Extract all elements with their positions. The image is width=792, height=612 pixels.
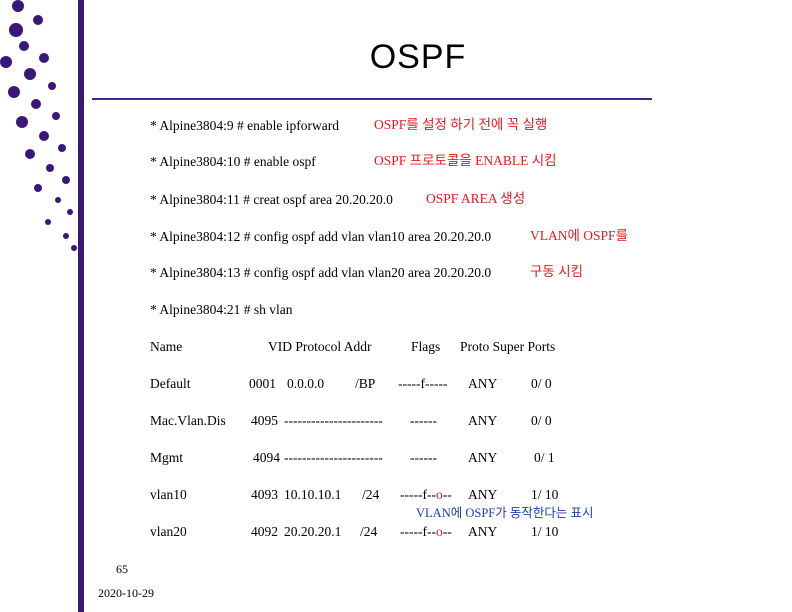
decorative-dots <box>0 0 77 251</box>
header-vid-protocol-addr: VID Protocol Addr <box>268 339 372 354</box>
row-vlan10-flags-prefix: -----f-- <box>400 487 436 502</box>
row-mgmt-vid: 4094 <box>253 450 280 465</box>
row-vlan10-flags: -----f--o-- <box>400 488 452 502</box>
row-default-ports: 0/ 0 <box>531 376 552 391</box>
row-vlan10-ports: 1/ 10 <box>531 487 559 502</box>
row-macvlandis-ports: 0/ 0 <box>531 413 552 428</box>
row-default-vid: 0001 <box>249 376 276 391</box>
row-default-flags: -----f----- <box>398 376 448 391</box>
command-line-5: * Alpine3804:13 # config ospf add vlan v… <box>150 265 492 280</box>
row-macvlandis-vid: 4095 <box>251 413 278 428</box>
row-macvlandis-flags: ------ <box>410 413 437 428</box>
command-line-6: * Alpine3804:21 # sh vlan <box>150 302 293 317</box>
row-mgmt-name: Mgmt <box>150 450 184 465</box>
left-accent-bar <box>78 0 84 612</box>
command-note-4: VLAN에 OSPF를 <box>530 228 628 243</box>
row-default-mask: /BP <box>355 376 376 391</box>
row-mgmt-addr: ---------------------- <box>284 450 383 465</box>
row-default-name: Default <box>150 376 191 391</box>
page-number: 65 <box>116 562 128 576</box>
row-default-proto: ANY <box>468 376 498 391</box>
row-vlan20-flags: -----f--o-- <box>400 525 452 539</box>
row-vlan10-name: vlan10 <box>150 487 187 502</box>
command-note-3: OSPF AREA 생성 <box>426 191 526 206</box>
command-line-4: * Alpine3804:12 # config ospf add vlan v… <box>150 229 492 244</box>
row-vlan20-ospf-flag: o <box>435 524 443 539</box>
row-macvlandis-name: Mac.Vlan.Dis <box>150 413 226 428</box>
row-vlan10-ospf-flag: o <box>435 487 443 502</box>
row-mgmt-proto: ANY <box>468 450 498 465</box>
row-vlan20-addr: 20.20.20.1 <box>284 524 342 539</box>
row-vlan20-mask: /24 <box>360 524 378 539</box>
row-default-addr: 0.0.0.0 <box>287 376 325 391</box>
row-vlan20-ports: 1/ 10 <box>531 524 559 539</box>
row-mgmt-ports: 0/ 1 <box>534 450 555 465</box>
row-vlan20-proto: ANY <box>468 524 498 539</box>
header-proto-super-ports: Proto Super Ports <box>460 339 556 354</box>
header-flags: Flags <box>411 339 441 354</box>
row-macvlandis-addr: ---------------------- <box>284 413 383 428</box>
row-macvlandis-proto: ANY <box>468 413 498 428</box>
command-note-1: OSPF를 설정 하기 전에 꼭 실행 <box>374 117 548 132</box>
row-mgmt-flags: ------ <box>410 450 437 465</box>
row-vlan10-proto: ANY <box>468 487 498 502</box>
header-name: Name <box>150 339 183 354</box>
command-note-5: 구동 시킴 <box>530 264 584 279</box>
command-line-3: * Alpine3804:11 # creat ospf area 20.20.… <box>150 192 393 207</box>
row-vlan10-vid: 4093 <box>251 487 278 502</box>
row-vlan20-vid: 4092 <box>251 524 278 539</box>
slide-date: 2020-10-29 <box>98 586 154 600</box>
title-underline <box>92 98 652 100</box>
command-note-2: OSPF 프로토콜을 ENABLE 시킴 <box>374 153 557 168</box>
command-line-2: * Alpine3804:10 # enable ospf <box>150 154 316 169</box>
row-vlan20-name: vlan20 <box>150 524 187 539</box>
command-line-1: * Alpine3804:9 # enable ipforward <box>150 118 339 133</box>
row-vlan20-flags-prefix: -----f-- <box>400 524 436 539</box>
ospf-flag-note: VLAN에 OSPF가 동작한다는 표시 <box>416 506 594 520</box>
row-vlan10-mask: /24 <box>362 487 380 502</box>
row-vlan10-addr: 10.10.10.1 <box>284 487 342 502</box>
row-vlan10-flags-suffix: -- <box>442 487 452 502</box>
row-vlan20-flags-suffix: -- <box>442 524 452 539</box>
slide-title: OSPF <box>369 38 467 76</box>
